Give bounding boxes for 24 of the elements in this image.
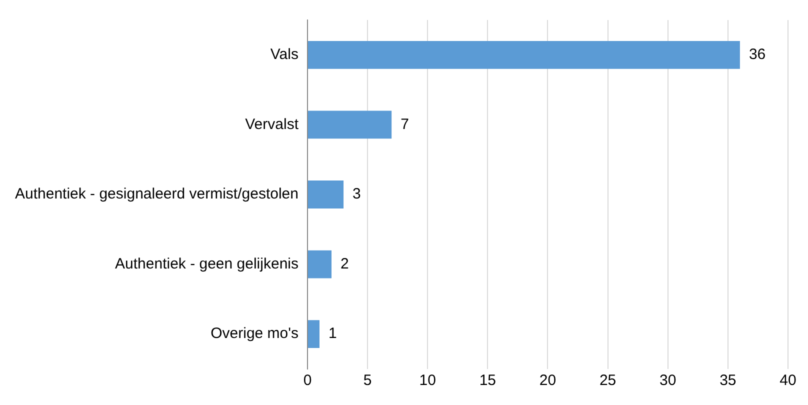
y-tick-label: Authentiek - gesignaleerd vermist/gestolen <box>14 186 298 203</box>
x-tick-label: 0 <box>303 372 312 390</box>
data-label: 36 <box>748 46 766 64</box>
data-label: 7 <box>400 116 409 133</box>
y-tick-label: Vals <box>270 46 298 64</box>
x-tick-label: 15 <box>479 372 496 390</box>
x-tick-label: 40 <box>780 372 796 390</box>
y-tick-label: Authentiek - geen gelijkenis <box>115 255 298 272</box>
bar <box>308 40 740 69</box>
bar <box>308 320 320 348</box>
x-tick-label: 25 <box>599 372 616 390</box>
data-label: 1 <box>328 325 337 342</box>
x-tick-label: 35 <box>720 372 736 390</box>
x-tick-label: 5 <box>363 372 372 390</box>
bar <box>308 110 392 139</box>
x-tick-label: 20 <box>539 372 556 390</box>
x-tick-label: 10 <box>419 372 436 390</box>
x-tick-label: 30 <box>660 372 676 390</box>
bar <box>308 250 332 278</box>
data-label: 2 <box>340 255 349 272</box>
data-label: 3 <box>352 186 361 203</box>
bar <box>308 180 344 208</box>
y-tick-label: Vervalst <box>245 116 300 133</box>
y-tick-label: Overige mo's <box>210 325 298 342</box>
